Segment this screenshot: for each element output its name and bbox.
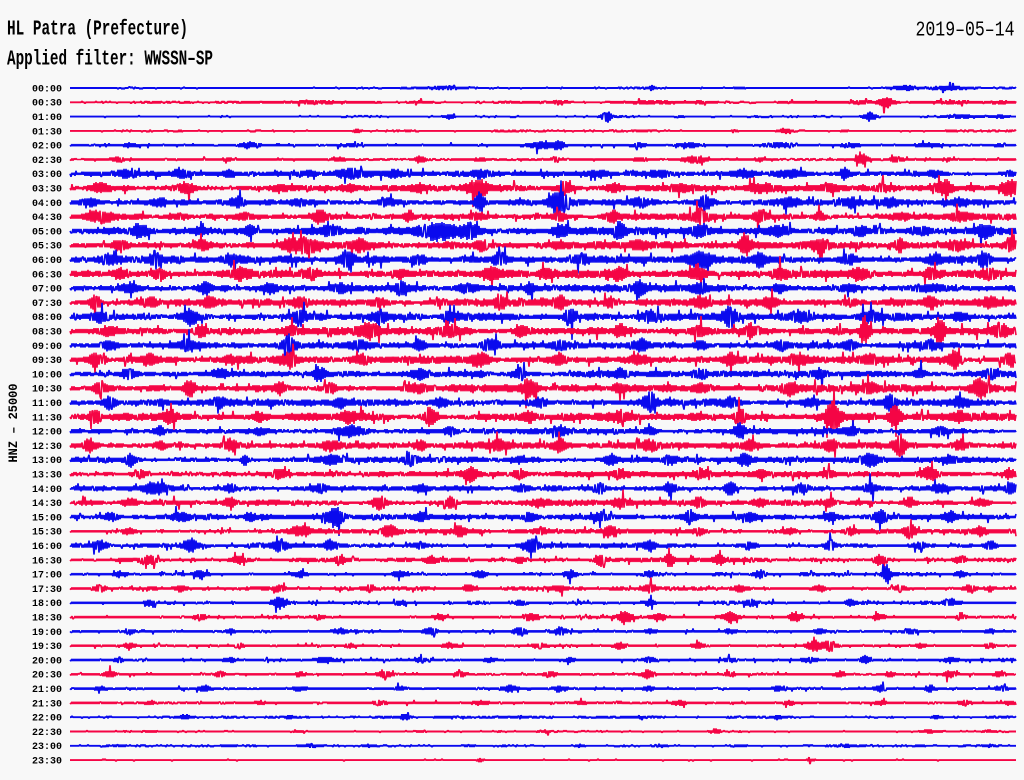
svg-text:05:30: 05:30 (32, 242, 62, 253)
svg-text:Applied filter: WWSSN–SP: Applied filter: WWSSN–SP (7, 48, 213, 71)
svg-text:16:00: 16:00 (32, 542, 62, 553)
svg-text:03:00: 03:00 (32, 170, 62, 181)
svg-text:17:00: 17:00 (32, 571, 62, 582)
svg-text:14:30: 14:30 (32, 499, 62, 510)
svg-text:22:00: 22:00 (32, 714, 62, 725)
svg-text:00:30: 00:30 (32, 99, 62, 110)
svg-text:13:00: 13:00 (32, 456, 62, 467)
svg-text:10:30: 10:30 (32, 385, 62, 396)
svg-text:03:30: 03:30 (32, 185, 62, 196)
svg-text:01:30: 01:30 (32, 127, 62, 138)
svg-text:11:00: 11:00 (32, 399, 62, 410)
svg-text:20:30: 20:30 (32, 671, 62, 682)
svg-text:10:00: 10:00 (32, 370, 62, 381)
svg-text:19:00: 19:00 (32, 628, 62, 639)
svg-text:04:00: 04:00 (32, 199, 62, 210)
svg-text:02:00: 02:00 (32, 142, 62, 153)
svg-text:2019–05–14: 2019–05–14 (916, 19, 1015, 42)
svg-text:17:30: 17:30 (32, 585, 62, 596)
svg-text:HNZ – 25000: HNZ – 25000 (6, 383, 21, 462)
svg-text:19:30: 19:30 (32, 642, 62, 653)
svg-text:01:00: 01:00 (32, 113, 62, 124)
svg-text:12:00: 12:00 (32, 428, 62, 439)
svg-text:06:00: 06:00 (32, 256, 62, 267)
svg-text:20:00: 20:00 (32, 656, 62, 667)
svg-text:23:00: 23:00 (32, 742, 62, 753)
svg-text:18:00: 18:00 (32, 599, 62, 610)
svg-text:22:30: 22:30 (32, 728, 62, 739)
svg-text:14:00: 14:00 (32, 485, 62, 496)
svg-text:02:30: 02:30 (32, 156, 62, 167)
svg-text:16:30: 16:30 (32, 556, 62, 567)
svg-text:09:30: 09:30 (32, 356, 62, 367)
svg-text:08:30: 08:30 (32, 328, 62, 339)
svg-text:18:30: 18:30 (32, 614, 62, 625)
svg-text:06:30: 06:30 (32, 270, 62, 281)
svg-text:09:00: 09:00 (32, 342, 62, 353)
svg-text:00:00: 00:00 (32, 84, 62, 95)
svg-text:21:30: 21:30 (32, 699, 62, 710)
svg-text:12:30: 12:30 (32, 442, 62, 453)
svg-text:21:00: 21:00 (32, 685, 62, 696)
svg-text:07:00: 07:00 (32, 285, 62, 296)
svg-text:15:00: 15:00 (32, 513, 62, 524)
svg-text:15:30: 15:30 (32, 528, 62, 539)
svg-text:05:00: 05:00 (32, 227, 62, 238)
svg-text:HL Patra (Prefecture): HL Patra (Prefecture) (7, 18, 188, 41)
svg-text:08:00: 08:00 (32, 313, 62, 324)
svg-text:23:30: 23:30 (32, 757, 62, 768)
svg-text:13:30: 13:30 (32, 471, 62, 482)
svg-text:04:30: 04:30 (32, 213, 62, 224)
svg-text:11:30: 11:30 (32, 413, 62, 424)
svg-text:07:30: 07:30 (32, 299, 62, 310)
